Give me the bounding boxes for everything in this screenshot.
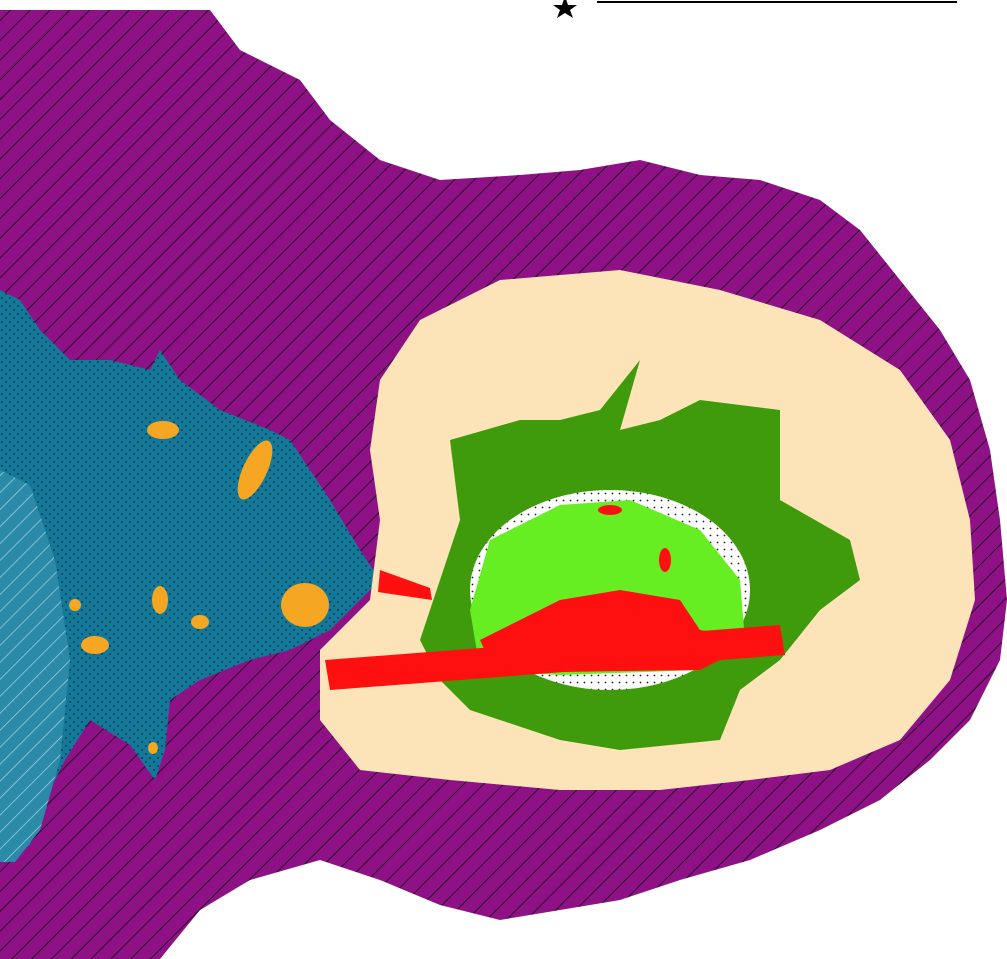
orange-patches xyxy=(69,421,329,754)
teal-hatched-zone xyxy=(0,470,70,862)
red-runway xyxy=(325,625,785,690)
teal-zone xyxy=(0,290,380,862)
orange-patch xyxy=(69,599,81,611)
orange-patch xyxy=(81,636,109,654)
orange-patch xyxy=(148,742,158,754)
red-connector xyxy=(378,570,432,600)
red-spot xyxy=(598,505,622,515)
red-spot xyxy=(659,548,671,572)
orange-patch xyxy=(237,440,273,500)
red-zone xyxy=(325,505,785,690)
orange-patch xyxy=(191,615,209,629)
north-star xyxy=(553,0,577,18)
orange-patch xyxy=(281,583,329,627)
orange-patch xyxy=(147,421,179,439)
scale-bar xyxy=(553,0,957,18)
orange-patch xyxy=(152,586,168,614)
